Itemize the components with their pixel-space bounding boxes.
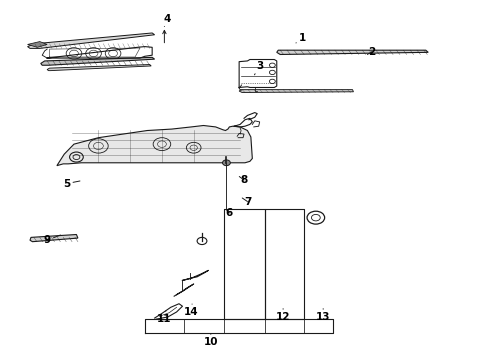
Text: 14: 14 [184, 304, 198, 317]
Circle shape [222, 160, 230, 166]
Text: 9: 9 [44, 235, 60, 245]
Text: 13: 13 [316, 309, 330, 322]
Polygon shape [47, 64, 151, 71]
Text: 3: 3 [254, 61, 263, 75]
Text: 4: 4 [163, 14, 171, 27]
Polygon shape [57, 126, 252, 166]
Text: 11: 11 [157, 311, 171, 324]
Text: 8: 8 [239, 175, 247, 185]
Text: 12: 12 [276, 309, 291, 322]
Polygon shape [27, 41, 47, 47]
Text: 1: 1 [296, 33, 306, 43]
Polygon shape [277, 50, 428, 54]
Polygon shape [27, 33, 155, 48]
Polygon shape [41, 57, 155, 65]
Polygon shape [30, 234, 78, 242]
Text: 2: 2 [368, 46, 376, 57]
Text: 6: 6 [226, 208, 233, 218]
Text: 7: 7 [242, 197, 251, 207]
Polygon shape [239, 90, 353, 93]
Text: 10: 10 [203, 333, 218, 347]
Text: 5: 5 [63, 179, 80, 189]
